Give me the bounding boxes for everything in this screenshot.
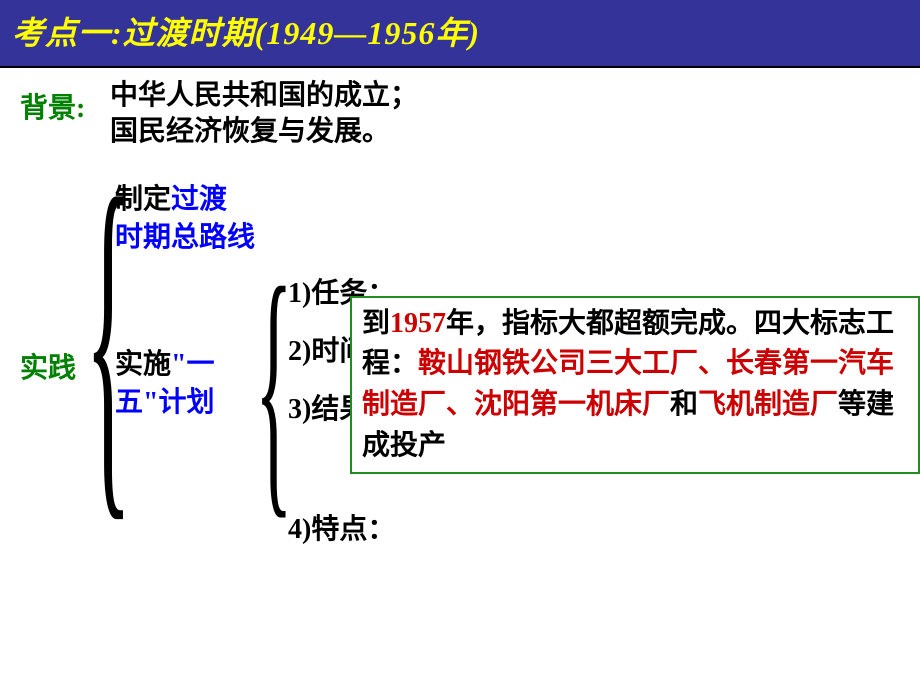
result-box: 到1957年，指标大都超额完成。四大标志工程：鞍山钢铁公司三大工厂、长春第一汽车… (350, 296, 920, 474)
header-title: 考点一:过渡时期(1949—1956年) (12, 15, 480, 51)
sub-item-1: 制定过渡时期总路线 (115, 181, 275, 257)
background-section: 背景: 中华人民共和国的成立； 国民经济恢复与发展。 (20, 78, 900, 151)
result-highlight2: 飞机制造厂 (698, 389, 838, 420)
header-main: 过渡时期(1949—1956年) (123, 15, 480, 51)
outer-bracket-group: { 制定过渡时期总路线 实施"一五"计划 (95, 181, 275, 422)
inner-bracket-icon: { (255, 263, 293, 509)
sub-items: 制定过渡时期总路线 实施"一五"计划 (115, 181, 275, 422)
header-prefix: 考点一: (12, 15, 123, 51)
practice-label: 实践 (20, 346, 90, 386)
content-area: 背景: 中华人民共和国的成立； 国民经济恢复与发展。 实践 { 制定过渡时期总路… (0, 68, 920, 432)
result-year: 1957 (390, 308, 446, 339)
sub-item-2-group: 实施"一五"计划 (115, 346, 275, 422)
background-text: 中华人民共和国的成立； 国民经济恢复与发展。 (110, 78, 418, 151)
result-connector: 和 (670, 389, 698, 420)
background-line2: 国民经济恢复与发展。 (110, 114, 418, 150)
item2-black: 实施 (115, 349, 171, 380)
practice-section: 实践 { 制定过渡时期总路线 实施"一五"计划 { 1)任务： (20, 181, 900, 422)
task-4: 4)特点： (288, 507, 395, 547)
background-line1: 中华人民共和国的成立； (110, 78, 418, 114)
outer-bracket-icon: { (85, 171, 132, 503)
header-band: 考点一:过渡时期(1949—1956年) (0, 0, 920, 68)
item2-text: 实施"一五"计划 (115, 346, 275, 422)
item1-text: 制定过渡时期总路线 (115, 181, 255, 257)
result-pre: 到 (362, 308, 390, 339)
